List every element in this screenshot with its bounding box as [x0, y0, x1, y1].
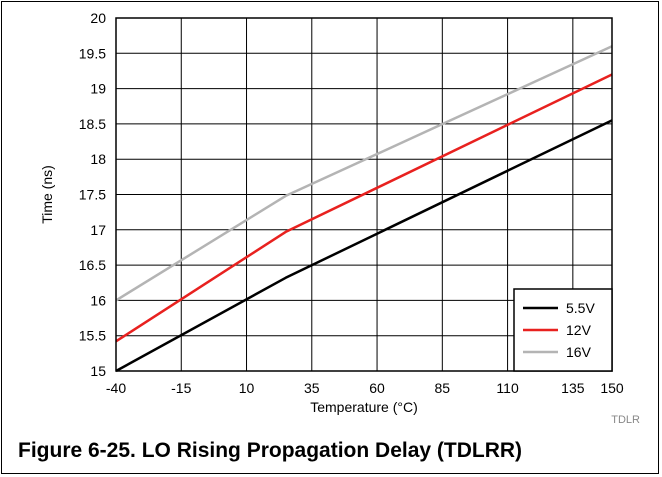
y-axis-label: Time (ns)	[39, 165, 55, 224]
x-axis-label: Temperature (°C)	[310, 399, 418, 415]
y-tick-label: 19.5	[79, 45, 106, 61]
x-tick-label: 85	[435, 380, 451, 396]
y-tick-label: 19	[90, 81, 106, 97]
series-line-5.5V	[115, 119, 613, 373]
y-tick-label: 18.5	[79, 116, 106, 132]
y-tick-label: 20	[90, 10, 106, 26]
figure-code: TDLR	[611, 414, 640, 426]
x-tick-labels: -40 -15 10 35 60 85 110 135 150	[106, 380, 624, 396]
y-tick-label: 16	[90, 292, 106, 308]
figure-caption: Figure 6-25. LO Rising Propagation Delay…	[18, 439, 523, 462]
y-tick-label: 17	[90, 222, 106, 238]
line-chart: 15 15.5 16 16.5 17 17.5 18 18.5 19 19.5 20 -40 -15 1…	[39, 10, 640, 426]
series-layer	[115, 45, 613, 373]
x-tick-label: 35	[304, 380, 320, 396]
series-line-16V	[115, 45, 613, 302]
legend-label: 16V	[566, 344, 592, 360]
x-tick-label: 10	[239, 380, 255, 396]
x-tick-label: -15	[171, 380, 191, 396]
y-tick-label: 15.5	[79, 328, 106, 344]
grid	[115, 17, 613, 372]
y-tick-label: 17.5	[79, 187, 106, 203]
plot-border	[115, 17, 613, 372]
x-tick-label: 150	[600, 380, 624, 396]
x-tick-label: 60	[369, 380, 385, 396]
legend-label: 12V	[566, 322, 592, 338]
x-tick-label: -40	[106, 380, 126, 396]
x-tick-label: 135	[561, 380, 585, 396]
series-line-12V	[115, 73, 613, 343]
x-tick-label: 110	[496, 380, 519, 396]
legend-label: 5.5V	[566, 300, 595, 316]
y-tick-label: 15	[90, 363, 106, 379]
y-tick-labels: 15 15.5 16 16.5 17 17.5 18 18.5 19 19.5 20	[79, 10, 106, 379]
y-tick-label: 18	[90, 151, 106, 167]
legend: 5.5V 12V 16V	[513, 288, 613, 372]
y-tick-label: 16.5	[79, 257, 106, 273]
